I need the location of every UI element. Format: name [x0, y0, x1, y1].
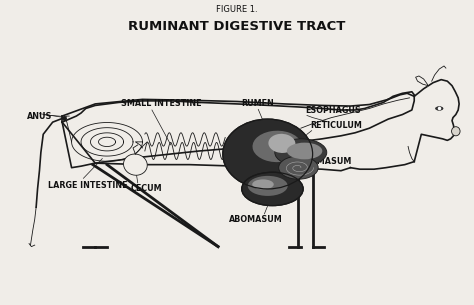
Text: FIGURE 1.: FIGURE 1. — [216, 5, 258, 14]
Text: RETICULUM: RETICULUM — [310, 121, 362, 130]
Text: ESOPHAGUS: ESOPHAGUS — [306, 106, 361, 115]
Polygon shape — [416, 76, 428, 86]
Ellipse shape — [287, 143, 322, 159]
Ellipse shape — [452, 127, 460, 136]
Text: ANUS: ANUS — [27, 112, 52, 120]
Text: RUMINANT DIGESTIVE TRACT: RUMINANT DIGESTIVE TRACT — [128, 20, 346, 34]
Ellipse shape — [279, 156, 318, 179]
Ellipse shape — [124, 154, 147, 175]
Text: CECUM: CECUM — [131, 185, 162, 193]
Ellipse shape — [242, 172, 303, 206]
Ellipse shape — [253, 131, 302, 162]
Text: OMASUM: OMASUM — [310, 157, 352, 166]
Ellipse shape — [436, 107, 443, 110]
Text: LARGE INTESTINE: LARGE INTESTINE — [48, 181, 128, 190]
Ellipse shape — [268, 134, 295, 153]
Ellipse shape — [223, 119, 313, 189]
Text: RUMEN: RUMEN — [242, 99, 274, 109]
Ellipse shape — [248, 176, 288, 196]
Text: SMALL INTESTINE: SMALL INTESTINE — [121, 99, 202, 109]
Text: ABOMASUM: ABOMASUM — [229, 215, 283, 224]
Ellipse shape — [275, 139, 327, 166]
Ellipse shape — [252, 179, 274, 189]
